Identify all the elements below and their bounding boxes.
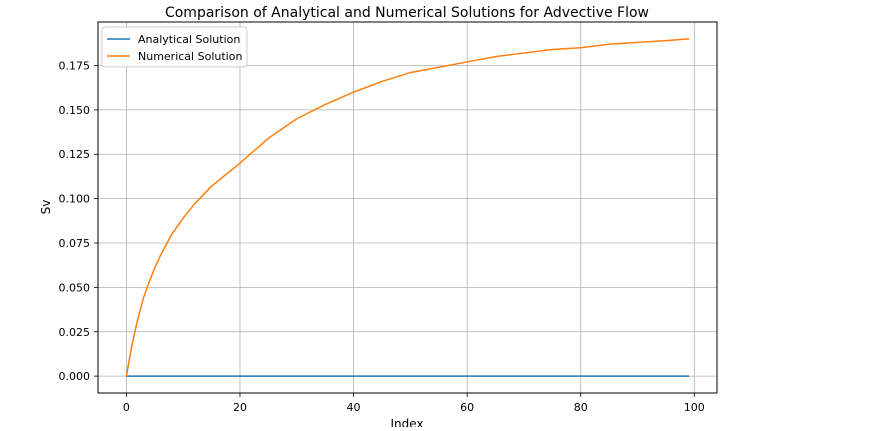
y-tick-label: 0.050 xyxy=(59,281,91,294)
x-axis-label: Index xyxy=(390,417,423,427)
y-tick-label: 0.175 xyxy=(59,59,91,72)
y-tick-label: 0.125 xyxy=(59,148,91,161)
legend: Analytical Solution Numerical Solution xyxy=(101,26,248,68)
chart-title: Comparison of Analytical and Numerical S… xyxy=(165,5,649,21)
x-tick-label: 20 xyxy=(233,401,247,414)
y-tick-label: 0.025 xyxy=(59,326,91,339)
y-tick-label: 0.100 xyxy=(59,193,91,206)
legend-label: Analytical Solution xyxy=(138,33,240,46)
legend-box xyxy=(101,26,248,68)
series-lines xyxy=(125,38,690,377)
y-tick-label: 0.000 xyxy=(59,370,91,383)
x-tick-label: 80 xyxy=(574,401,588,414)
axis-ticks: 0 20 40 60 80 100 0.000 0.025 0.050 0.075 0.100 0.1… xyxy=(59,59,705,414)
y-axis-label: Sv xyxy=(39,200,53,215)
numerical-solution-line xyxy=(125,38,690,377)
legend-label: Numerical Solution xyxy=(138,50,242,63)
y-tick-label: 0.150 xyxy=(59,104,91,117)
x-tick-label: 0 xyxy=(123,401,130,414)
plot-frame xyxy=(97,21,718,394)
y-tick-label: 0.075 xyxy=(59,237,91,250)
grid xyxy=(98,22,717,393)
x-tick-label: 40 xyxy=(347,401,361,414)
x-tick-label: 60 xyxy=(460,401,474,414)
x-tick-label: 100 xyxy=(684,401,705,414)
